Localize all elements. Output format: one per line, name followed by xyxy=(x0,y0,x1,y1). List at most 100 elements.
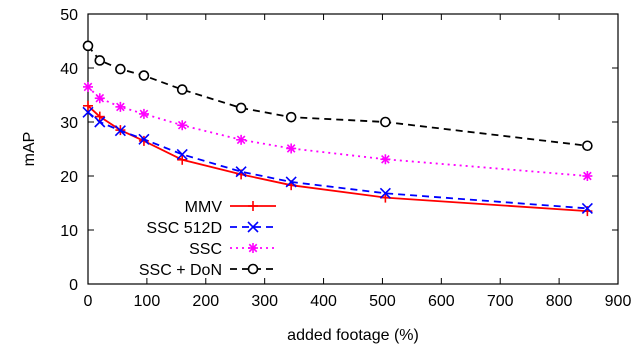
x-tick-label: 600 xyxy=(428,293,455,310)
marker-stroke xyxy=(83,82,93,92)
data-point xyxy=(285,176,297,188)
data-point xyxy=(177,120,188,131)
legend-entry: SSC 512D xyxy=(146,220,276,237)
data-point xyxy=(247,221,259,233)
legend-label: MMV xyxy=(185,199,223,216)
series-line xyxy=(87,86,588,177)
series-ssc-don xyxy=(82,40,593,152)
data-point xyxy=(83,81,93,92)
x-tick-label: 100 xyxy=(134,293,161,310)
data-point xyxy=(247,263,259,275)
marker-circle xyxy=(285,111,297,123)
marker-circle xyxy=(176,84,188,95)
data-point xyxy=(94,111,105,122)
y-axis-title: mAP xyxy=(21,132,38,167)
data-point xyxy=(285,111,297,123)
marker-stroke xyxy=(379,187,391,199)
y-tick-label: 50 xyxy=(60,7,78,24)
data-point xyxy=(582,171,593,181)
data-point xyxy=(94,116,106,128)
data-point xyxy=(582,140,593,152)
marker-stroke xyxy=(82,106,94,118)
data-point xyxy=(176,84,188,95)
data-point xyxy=(138,133,150,145)
marker-stroke xyxy=(94,116,106,128)
data-point xyxy=(380,116,391,128)
marker-circle xyxy=(115,63,126,75)
legend-label: SSC 512D xyxy=(146,220,222,237)
data-point xyxy=(94,93,105,104)
y-tick-label: 30 xyxy=(60,115,78,132)
marker-stroke xyxy=(285,176,297,188)
marker-stroke xyxy=(381,154,390,164)
data-point xyxy=(235,102,247,114)
data-point xyxy=(176,148,188,160)
data-point xyxy=(380,154,391,165)
legend-entry: MMV xyxy=(185,199,276,216)
data-point xyxy=(581,202,593,214)
data-point xyxy=(94,55,106,66)
marker-stroke xyxy=(95,93,105,103)
data-point xyxy=(83,100,93,111)
marker-stroke xyxy=(176,148,188,160)
data-point xyxy=(82,40,94,52)
marker-circle xyxy=(380,116,391,128)
y-tick-label: 20 xyxy=(60,169,78,186)
marker-stroke xyxy=(581,202,593,214)
data-point xyxy=(236,134,247,145)
data-point xyxy=(177,154,188,165)
series-line xyxy=(87,45,588,147)
x-tick-label: 0 xyxy=(84,293,93,310)
series-line xyxy=(87,105,588,212)
data-point xyxy=(248,201,258,211)
marker-stroke xyxy=(139,109,149,119)
marker-stroke xyxy=(248,243,258,253)
data-point xyxy=(379,187,391,199)
x-tick-label: 400 xyxy=(310,293,337,310)
x-tick-label: 500 xyxy=(369,293,396,310)
legend: MMV SSC 512D SSC SSC + DoN xyxy=(139,199,276,279)
x-tick-label: 800 xyxy=(546,293,573,310)
marker-circle xyxy=(138,70,150,81)
data-point xyxy=(115,101,126,112)
legend-entry: SSC xyxy=(189,241,276,258)
legend-entry: SSC + DoN xyxy=(139,262,276,279)
marker-stroke xyxy=(177,120,187,130)
x-tick-label: 700 xyxy=(487,293,514,310)
marker-stroke xyxy=(114,125,126,137)
data-point xyxy=(114,125,126,137)
marker-circle xyxy=(94,55,106,66)
marker-circle xyxy=(235,102,247,114)
data-point xyxy=(82,106,94,118)
series-layer xyxy=(82,40,593,217)
x-tick-label: 200 xyxy=(192,293,219,310)
x-tick-label: 900 xyxy=(605,293,632,310)
plot-frame xyxy=(87,13,619,285)
series-ssc xyxy=(83,81,593,181)
marker-stroke xyxy=(235,166,247,178)
data-point xyxy=(286,143,297,154)
x-axis-title: added footage (%) xyxy=(287,327,419,344)
marker-circle xyxy=(82,40,94,52)
data-point xyxy=(248,243,258,253)
y-tick-label: 40 xyxy=(60,61,78,78)
marker-circle xyxy=(247,263,259,275)
marker-stroke xyxy=(286,144,296,153)
y-tick-label: 10 xyxy=(60,223,78,240)
legend-label: SSC + DoN xyxy=(139,262,222,279)
data-point xyxy=(235,166,247,178)
data-point xyxy=(138,70,150,81)
marker-stroke xyxy=(236,135,246,145)
data-point xyxy=(138,108,149,119)
series-line xyxy=(87,111,588,210)
y-tick-label: 0 xyxy=(69,277,78,294)
marker-stroke xyxy=(583,171,592,181)
series-ssc-512d xyxy=(82,106,593,214)
legend-label: SSC xyxy=(189,241,222,258)
x-tick-label: 300 xyxy=(251,293,278,310)
marker-stroke xyxy=(247,221,259,233)
marker-stroke xyxy=(138,133,150,145)
marker-circle xyxy=(582,140,593,152)
data-point xyxy=(115,63,126,75)
